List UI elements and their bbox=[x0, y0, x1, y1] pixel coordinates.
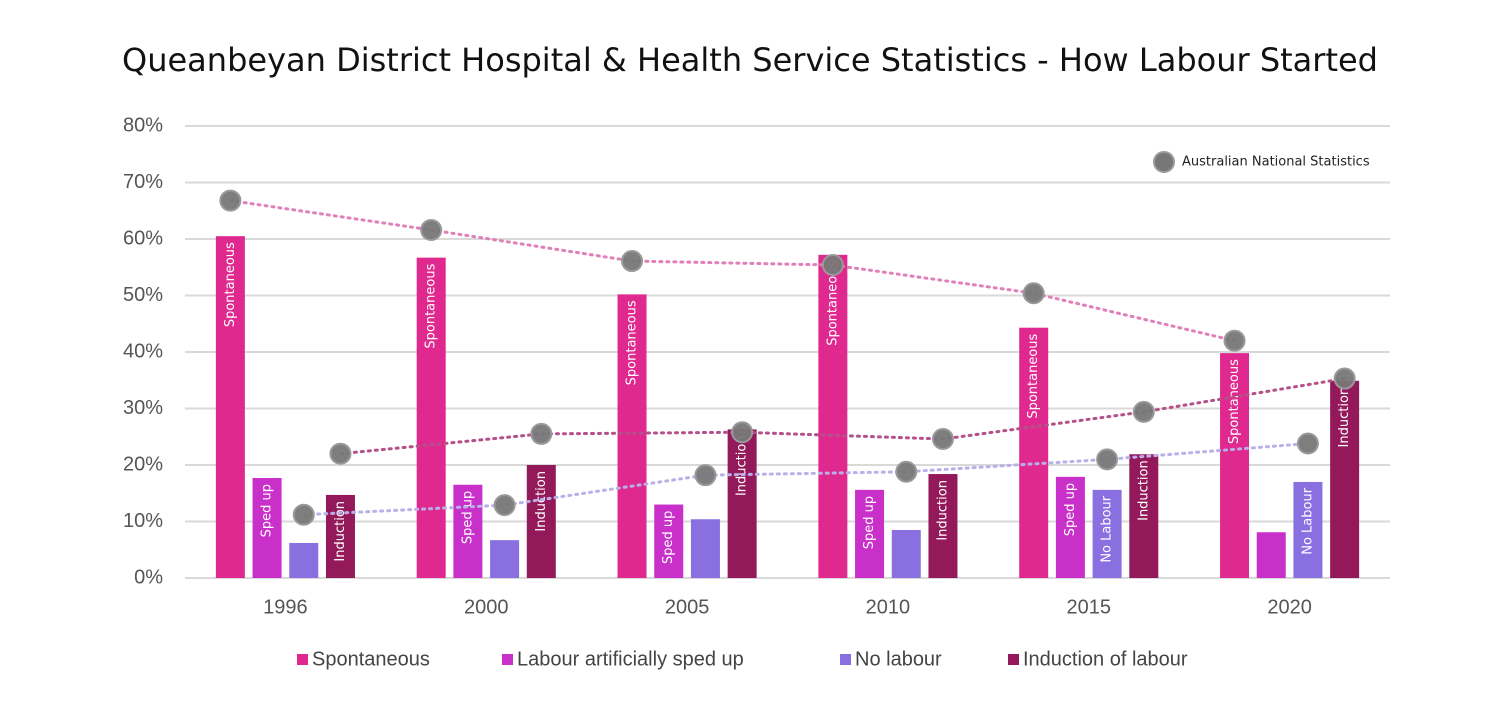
legend-label: No labour bbox=[855, 648, 942, 670]
bar-label: Spontaneous bbox=[625, 300, 640, 385]
bar bbox=[1019, 327, 1049, 578]
legend-label: Australian National Statistics bbox=[1182, 155, 1370, 170]
bar-label: Sped up bbox=[661, 511, 676, 564]
y-tick-label: 0% bbox=[134, 566, 163, 588]
bar bbox=[891, 529, 921, 578]
bar-label: Spontaneous bbox=[1227, 359, 1242, 444]
bar-label: Spontaneous bbox=[825, 261, 840, 346]
bar bbox=[1055, 476, 1085, 578]
bar-label: Induction bbox=[935, 480, 950, 541]
national-dot bbox=[621, 250, 644, 273]
bar bbox=[690, 519, 720, 578]
national-dot bbox=[931, 428, 954, 451]
legend-marker bbox=[1153, 151, 1175, 173]
national-line bbox=[338, 377, 1347, 456]
national-dot bbox=[219, 189, 242, 212]
y-tick-label: 60% bbox=[123, 227, 163, 249]
bar bbox=[928, 474, 958, 578]
bar bbox=[1256, 532, 1286, 578]
y-tick-label: 40% bbox=[123, 340, 163, 362]
y-tick-label: 20% bbox=[123, 453, 163, 475]
bar-label: Sped up bbox=[260, 484, 275, 537]
bar bbox=[1220, 353, 1250, 578]
bar-label: Induction bbox=[333, 501, 348, 562]
bar bbox=[252, 477, 282, 578]
x-tick-label: 2010 bbox=[866, 596, 911, 618]
national-dot bbox=[530, 422, 553, 445]
national-line bbox=[302, 442, 1310, 517]
x-tick-label: 2000 bbox=[464, 596, 509, 618]
bar bbox=[289, 542, 319, 578]
bar bbox=[617, 294, 647, 578]
bar bbox=[416, 257, 446, 578]
legend-label: Spontaneous bbox=[312, 648, 430, 670]
bar bbox=[727, 429, 757, 578]
national-line bbox=[228, 199, 1237, 343]
x-tick-label: 2020 bbox=[1267, 596, 1312, 618]
bar bbox=[490, 540, 520, 578]
bar bbox=[325, 494, 355, 578]
bar bbox=[1129, 454, 1159, 578]
bar-label: Induction bbox=[1337, 387, 1352, 448]
legend-label: Induction of labour bbox=[1023, 648, 1188, 670]
bar bbox=[453, 484, 483, 578]
national-dot bbox=[694, 464, 717, 487]
bar-label: Spontaneous bbox=[223, 242, 238, 327]
national-dot bbox=[1096, 448, 1119, 471]
bar-label: Induction bbox=[735, 435, 750, 496]
bar bbox=[1330, 380, 1360, 578]
bar bbox=[215, 236, 245, 579]
national-dot bbox=[1296, 432, 1319, 455]
x-tick-label: 1996 bbox=[263, 596, 308, 618]
national-dot bbox=[493, 494, 516, 517]
bar-label: Sped up bbox=[862, 496, 877, 549]
bar-label: Sped up bbox=[1063, 483, 1078, 536]
legend-swatch bbox=[1008, 654, 1019, 665]
bar bbox=[1293, 481, 1323, 578]
legend-swatch bbox=[502, 654, 513, 665]
x-tick-label: 2015 bbox=[1067, 596, 1112, 618]
national-dot bbox=[329, 442, 352, 465]
bar-label: Sped up bbox=[460, 491, 475, 544]
y-tick-label: 30% bbox=[123, 397, 163, 419]
chart-title: Queanbeyan District Hospital & Health Se… bbox=[122, 41, 1378, 79]
bar bbox=[526, 465, 556, 578]
y-tick-label: 80% bbox=[123, 114, 163, 136]
bar bbox=[1092, 489, 1122, 578]
bar-label: Spontaneous bbox=[1026, 333, 1041, 418]
national-dot bbox=[821, 253, 844, 276]
national-dot bbox=[292, 503, 315, 526]
national-dot bbox=[420, 218, 443, 241]
bar bbox=[654, 504, 684, 578]
x-tick-label: 2005 bbox=[665, 596, 710, 618]
national-dot bbox=[731, 421, 754, 444]
legend-swatch bbox=[840, 654, 851, 665]
y-tick-label: 50% bbox=[123, 284, 163, 306]
national-dot bbox=[1333, 367, 1356, 390]
bar bbox=[855, 489, 885, 578]
national-dot bbox=[1022, 282, 1045, 305]
bar-label: No Labour bbox=[1100, 495, 1115, 562]
bar-label: Induction bbox=[534, 471, 549, 532]
legend-label: Labour artificially sped up bbox=[517, 648, 744, 670]
national-dot bbox=[895, 460, 918, 483]
national-dot bbox=[1223, 329, 1246, 352]
y-tick-label: 70% bbox=[123, 171, 163, 193]
bar bbox=[818, 254, 848, 578]
bar-label: Induction bbox=[1136, 460, 1151, 521]
y-tick-label: 10% bbox=[123, 510, 163, 532]
national-dot bbox=[1132, 400, 1155, 423]
bar-label: No Labour bbox=[1300, 487, 1315, 554]
bar-label: Spontaneous bbox=[424, 263, 439, 348]
legend-swatch bbox=[297, 654, 308, 665]
